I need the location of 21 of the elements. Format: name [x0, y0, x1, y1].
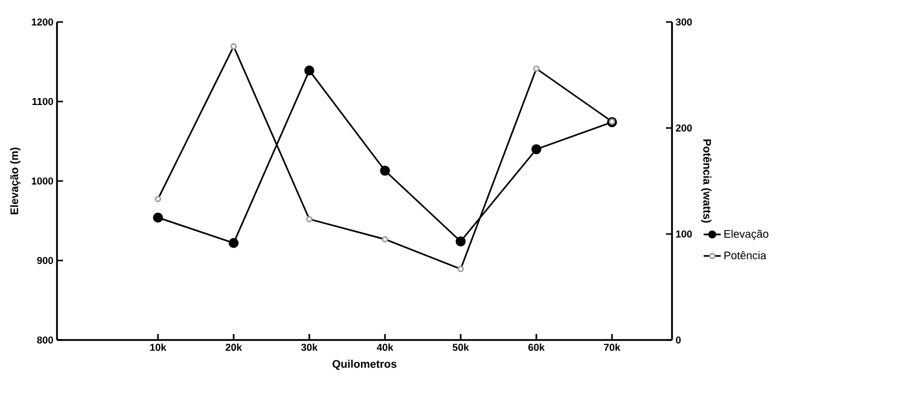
y-tick-label: 900 — [37, 256, 54, 264]
y-tick-label: 800 — [37, 336, 54, 344]
x-tick-label: 30k — [301, 344, 318, 351]
y-tick-label: 1200 — [32, 18, 54, 26]
y-tick-label: 1100 — [32, 98, 54, 106]
x-tick-label: 50k — [452, 344, 470, 351]
y2-axis-title: Potência (watts) — [701, 140, 712, 223]
y2-tick-label: 0 — [676, 336, 681, 344]
y-tick-label: 1000 — [32, 177, 54, 185]
y-axis-title: Elevação (m) — [10, 148, 20, 214]
y2-tick-label: 300 — [676, 18, 692, 26]
x-tick-label: 70k — [604, 344, 620, 351]
x-tick-label: 40k — [376, 344, 394, 351]
x-tick-label: 60k — [528, 344, 545, 351]
legend-label: Potência — [724, 251, 766, 260]
legend-label: Elevação — [724, 230, 768, 240]
y2-tick-label: 200 — [676, 124, 692, 132]
x-tick-label: 20k — [226, 344, 242, 351]
x-tick-label: 10k — [150, 344, 166, 351]
x-axis-title: Quilometros — [332, 360, 396, 370]
y2-tick-label: 100 — [676, 230, 692, 238]
